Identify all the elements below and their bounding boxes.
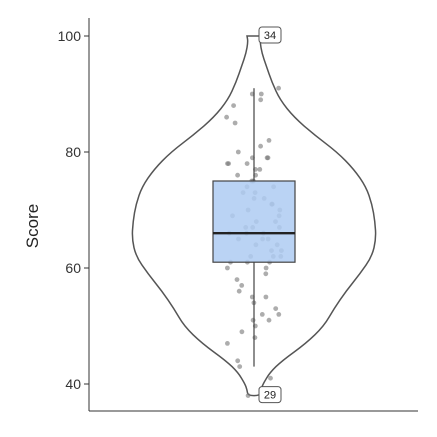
iqr-box: [212, 180, 296, 263]
outlier-label-box: [258, 26, 282, 44]
data-point: [258, 143, 263, 149]
data-point: [239, 329, 245, 335]
data-point: [225, 265, 230, 271]
y-tick-label: 80: [65, 144, 81, 160]
data-point: [276, 85, 281, 91]
data-point: [263, 265, 269, 271]
data-point: [266, 138, 272, 143]
data-point: [244, 161, 250, 167]
outlier-label-box: [258, 386, 282, 404]
data-point: [259, 312, 265, 317]
y-tick-label: 60: [65, 260, 81, 276]
data-point: [235, 149, 241, 155]
data-point: [268, 375, 273, 381]
data-point: [258, 91, 264, 97]
data-point: [257, 167, 263, 172]
data-point: [224, 114, 230, 120]
violin-outline: [131, 35, 377, 397]
data-point: [235, 358, 241, 364]
data-point: [225, 161, 230, 167]
data-point: [235, 172, 241, 178]
data-point: [234, 277, 240, 282]
y-tick-label: 100: [58, 28, 82, 44]
data-point: [239, 283, 245, 288]
data-point: [258, 97, 264, 103]
data-point: [276, 312, 282, 317]
data-point: [266, 317, 272, 323]
data-point: [245, 393, 251, 398]
outlier-label: 34: [264, 30, 276, 42]
outlier-labels: 34 29: [258, 26, 282, 404]
data-point: [231, 103, 237, 108]
data-point: [263, 294, 269, 300]
data-point: [232, 120, 238, 126]
axes: 40 60 80 100: [58, 18, 418, 412]
data-point: [250, 317, 256, 323]
outlier-label: 29: [264, 390, 276, 402]
data-point: [273, 306, 279, 311]
data-point: [237, 364, 243, 369]
data-point: [264, 155, 270, 161]
y-tick-label: 40: [65, 376, 81, 392]
y-axis-label: Score: [23, 204, 42, 248]
data-point: [236, 288, 242, 294]
data-point: [263, 271, 269, 277]
boxplot: [212, 88, 296, 367]
violin-layer: [131, 35, 377, 397]
data-point: [252, 335, 258, 340]
data-point: [225, 341, 230, 346]
